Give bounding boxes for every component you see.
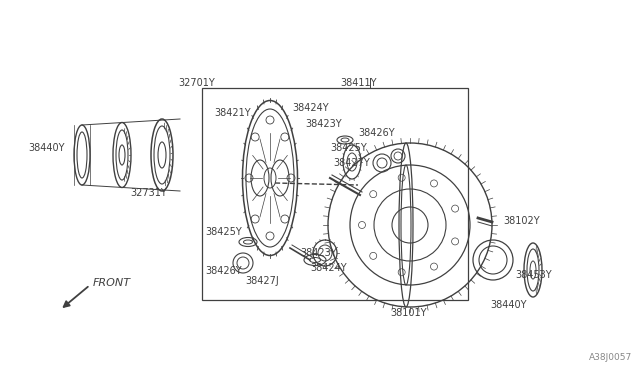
Text: 38453Y: 38453Y xyxy=(515,270,552,280)
Text: FRONT: FRONT xyxy=(93,278,131,288)
Text: 38426Y: 38426Y xyxy=(205,266,242,276)
Text: 38411Y: 38411Y xyxy=(340,78,376,88)
Text: 38423Y: 38423Y xyxy=(300,248,337,258)
Text: 38424Y: 38424Y xyxy=(292,103,328,113)
Text: 38102Y: 38102Y xyxy=(503,216,540,226)
Text: 38101Y: 38101Y xyxy=(390,308,426,318)
Text: 38425Y: 38425Y xyxy=(205,227,242,237)
Text: 38427J: 38427J xyxy=(245,276,279,286)
Text: 32701Y: 32701Y xyxy=(178,78,215,88)
Text: 38424Y: 38424Y xyxy=(310,263,347,273)
Text: A38J0057: A38J0057 xyxy=(589,353,632,362)
Text: 38427Y: 38427Y xyxy=(333,158,370,168)
Text: 32731Y: 32731Y xyxy=(130,188,167,198)
Text: 38421Y: 38421Y xyxy=(214,108,251,118)
Text: 38440Y: 38440Y xyxy=(28,143,65,153)
Text: 38426Y: 38426Y xyxy=(358,128,395,138)
Bar xyxy=(202,88,468,300)
Text: 38425Y: 38425Y xyxy=(330,143,367,153)
Text: 38440Y: 38440Y xyxy=(490,300,527,310)
Text: 38423Y: 38423Y xyxy=(305,119,342,129)
